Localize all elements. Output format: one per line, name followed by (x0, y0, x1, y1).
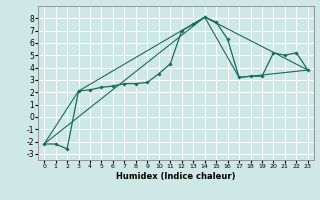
X-axis label: Humidex (Indice chaleur): Humidex (Indice chaleur) (116, 172, 236, 181)
